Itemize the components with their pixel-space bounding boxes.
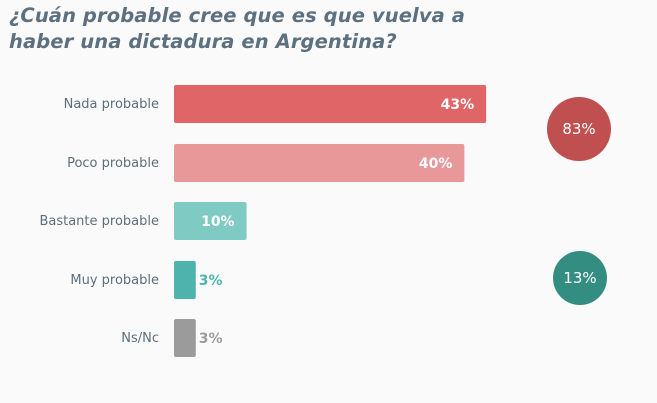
category-label-ns-nc: Ns/Nc [121, 331, 159, 346]
value-label-muy-probable: 3% [199, 273, 223, 289]
bar-muy-probable [174, 261, 196, 299]
category-label-poco-probable: Poco probable [67, 156, 159, 171]
summary-circle-2 [553, 251, 607, 305]
chart-title: ¿Cuán probable cree que es que vuelva a … [9, 4, 466, 53]
value-label-ns-nc: 3% [199, 331, 223, 347]
value-label-bastante-probable: 10% [201, 214, 235, 230]
bar-poco-probable [174, 144, 465, 182]
summary-label-1: 83% [562, 120, 595, 138]
value-label-poco-probable: 40% [419, 156, 453, 172]
category-label-bastante-probable: Bastante probable [39, 214, 159, 229]
summary-circle-1 [547, 97, 611, 161]
category-label-nada-probable: Nada probable [64, 97, 159, 112]
category-label-muy-probable: Muy probable [70, 273, 159, 288]
summary-label-2: 13% [563, 269, 596, 287]
bar-nada-probable [174, 85, 487, 123]
bar-bastante-probable [174, 202, 247, 240]
value-label-nada-probable: 43% [441, 97, 475, 113]
bar-ns-nc [174, 319, 196, 357]
